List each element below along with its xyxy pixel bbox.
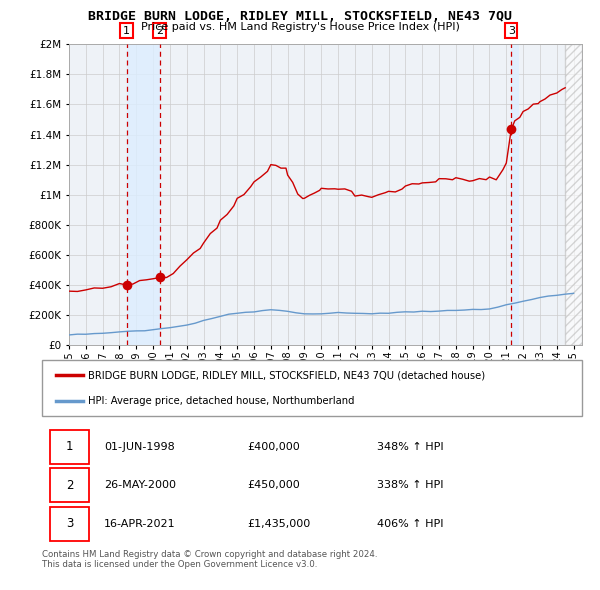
Text: 2: 2 [156, 26, 163, 35]
Text: 26-MAY-2000: 26-MAY-2000 [104, 480, 176, 490]
FancyBboxPatch shape [50, 430, 89, 464]
Text: BRIDGE BURN LODGE, RIDLEY MILL, STOCKSFIELD, NE43 7QU (detached house): BRIDGE BURN LODGE, RIDLEY MILL, STOCKSFI… [88, 370, 485, 380]
Text: HPI: Average price, detached house, Northumberland: HPI: Average price, detached house, Nort… [88, 396, 355, 406]
Text: BRIDGE BURN LODGE, RIDLEY MILL, STOCKSFIELD, NE43 7QU: BRIDGE BURN LODGE, RIDLEY MILL, STOCKSFI… [88, 10, 512, 23]
Bar [565, 44, 582, 345]
Text: 2: 2 [66, 478, 73, 492]
Bar [511, 44, 519, 345]
Text: 3: 3 [508, 26, 515, 35]
FancyBboxPatch shape [42, 360, 582, 416]
Text: Contains HM Land Registry data © Crown copyright and database right 2024.
This d: Contains HM Land Registry data © Crown c… [42, 550, 377, 569]
FancyBboxPatch shape [50, 507, 89, 541]
Text: 3: 3 [66, 517, 73, 530]
Text: 1: 1 [66, 440, 73, 453]
Text: 348% ↑ HPI: 348% ↑ HPI [377, 441, 443, 451]
FancyBboxPatch shape [50, 468, 89, 502]
Text: 01-JUN-1998: 01-JUN-1998 [104, 441, 175, 451]
Text: 16-APR-2021: 16-APR-2021 [104, 519, 176, 529]
Bar [127, 44, 160, 345]
Text: 406% ↑ HPI: 406% ↑ HPI [377, 519, 443, 529]
Text: £450,000: £450,000 [247, 480, 300, 490]
Text: Price paid vs. HM Land Registry's House Price Index (HPI): Price paid vs. HM Land Registry's House … [140, 22, 460, 32]
Text: £400,000: £400,000 [247, 441, 300, 451]
Text: £1,435,000: £1,435,000 [247, 519, 310, 529]
Text: 338% ↑ HPI: 338% ↑ HPI [377, 480, 443, 490]
Text: 1: 1 [123, 26, 130, 35]
